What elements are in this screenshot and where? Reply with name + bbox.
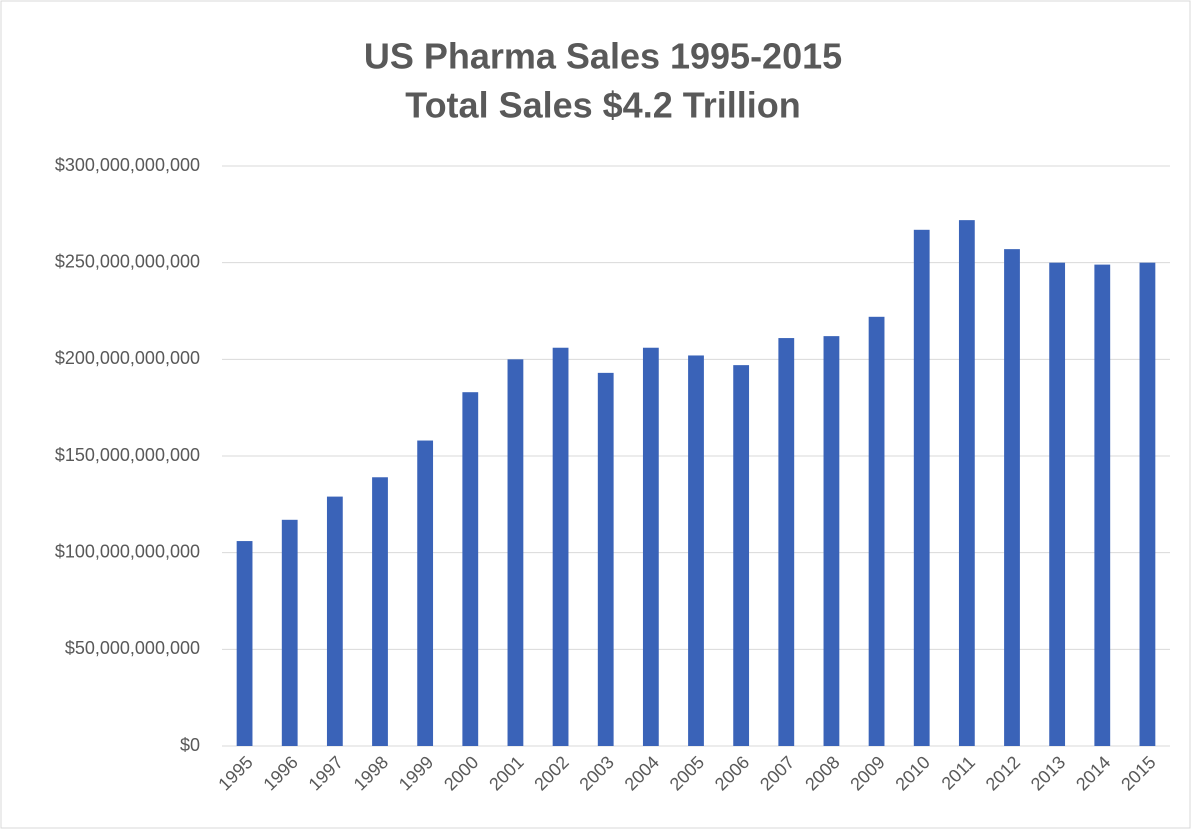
bar (1139, 262, 1156, 746)
chart-title: US Pharma Sales 1995-2015 (364, 36, 842, 77)
bar (417, 440, 434, 746)
bar (1004, 249, 1020, 746)
bar (326, 496, 343, 746)
chart-subtitle: Total Sales $4.2 Trillion (405, 85, 800, 126)
bar (372, 477, 388, 746)
y-tick-label: $200,000,000,000 (55, 348, 200, 368)
bar (462, 392, 479, 746)
y-tick-label: $300,000,000,000 (55, 155, 200, 175)
y-tick-label: $0 (180, 735, 200, 755)
bar (507, 359, 524, 746)
y-tick-label: $100,000,000,000 (55, 541, 200, 561)
bar (733, 365, 750, 746)
y-tick-label: $150,000,000,000 (55, 445, 200, 465)
y-tick-label: $50,000,000,000 (65, 638, 200, 658)
bar (688, 355, 704, 746)
y-tick-label: $250,000,000,000 (55, 251, 200, 271)
bar (642, 347, 659, 746)
bar (236, 541, 253, 746)
bar (1049, 262, 1066, 746)
bar (778, 338, 795, 746)
bar (823, 336, 840, 746)
bar (1094, 264, 1111, 746)
bar (552, 347, 569, 746)
bar (597, 372, 614, 746)
bar (913, 229, 930, 747)
bar (868, 316, 885, 746)
bar (958, 220, 975, 747)
bar (281, 519, 298, 746)
